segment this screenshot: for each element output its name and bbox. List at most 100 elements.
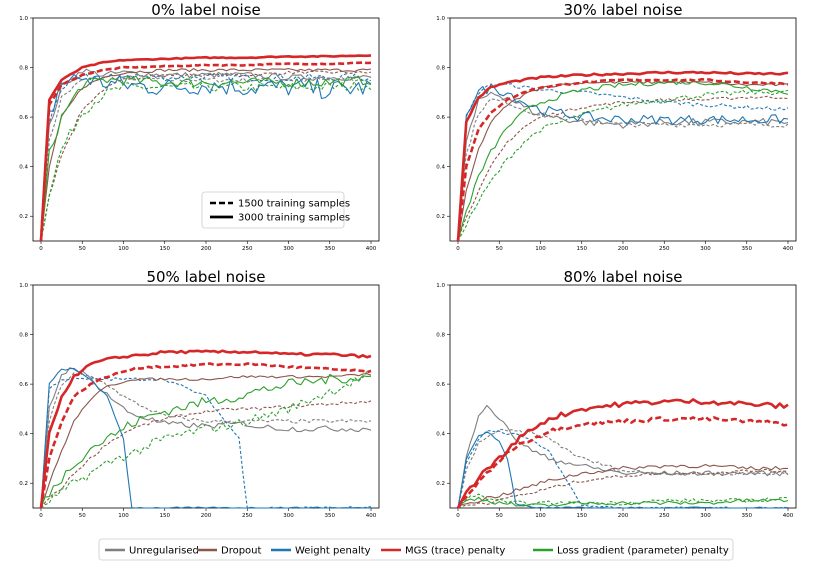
legend-item-dropout: Dropout bbox=[197, 546, 262, 557]
series-mgs-trace-penalty-solid bbox=[39, 349, 372, 509]
x-tick-label: 300 bbox=[283, 246, 294, 252]
samples-legend-box bbox=[201, 191, 345, 229]
x-tick-label: 350 bbox=[742, 513, 753, 519]
x-tick-label: 0 bbox=[456, 513, 460, 519]
panel-title: 0% label noise bbox=[151, 1, 261, 19]
x-tick-label: 300 bbox=[700, 246, 711, 252]
panel-80-label-noise: 80% label noise 0 50 100 150 200 250 300 350 400… bbox=[436, 268, 797, 519]
series-mgs-trace-penalty-solid bbox=[456, 398, 789, 509]
plot-frame bbox=[32, 284, 380, 509]
x-tick-label: 350 bbox=[742, 246, 753, 252]
legend-label: Weight penalty bbox=[295, 546, 371, 557]
x-tick-label: 400 bbox=[366, 246, 377, 252]
x-tick-label: 300 bbox=[283, 513, 294, 519]
series-mgs-trace-penalty-solid bbox=[39, 54, 372, 242]
y-tick-label: 0.2 bbox=[19, 214, 28, 220]
series-dropout-dashed bbox=[40, 70, 372, 242]
method-legend: Unregularised Dropout Weight penalty MGS… bbox=[98, 538, 734, 561]
series-weight-penalty-dashed bbox=[457, 83, 789, 242]
legend-label: Dropout bbox=[221, 546, 262, 557]
x-tick-label: 50 bbox=[79, 246, 86, 252]
series-dropout-solid bbox=[40, 68, 372, 242]
legend-label: Loss gradient (parameter) penalty bbox=[557, 546, 729, 557]
x-tick-label: 250 bbox=[242, 513, 253, 519]
plot-area: 0 50 100 150 200 250 300 350 400 0.2 0.4 0.6 0.8 1.0 bbox=[436, 16, 793, 252]
series-mgs-trace-penalty-dashed bbox=[456, 78, 789, 242]
series-unregularised-solid bbox=[40, 367, 372, 509]
legend-item-mgs-penalty: MGS (trace) penalty bbox=[381, 546, 505, 557]
series-loss-gradient-parameter-penalty-dashed bbox=[457, 493, 789, 509]
plot-area: 0 50 100 150 200 250 300 350 400 0.2 0.4 0.6 0.8 1.0 bbox=[436, 283, 793, 519]
series-dropout-solid bbox=[457, 463, 788, 509]
y-tick-label: 0.8 bbox=[436, 333, 445, 339]
y-tick-label: 0.8 bbox=[436, 66, 445, 72]
x-tick-label: 200 bbox=[618, 513, 629, 519]
x-tick-label: 150 bbox=[577, 246, 588, 252]
x-tick-label: 100 bbox=[535, 246, 546, 252]
series-loss-gradient-parameter-penalty-solid bbox=[40, 75, 372, 242]
x-tick-label: 200 bbox=[201, 513, 212, 519]
series-unregularised-solid bbox=[457, 91, 789, 242]
legend-label: Unregularised bbox=[129, 546, 199, 557]
legend-item-loss-gradient-penalty: Loss gradient (parameter) penalty bbox=[533, 546, 729, 557]
x-tick-label: 350 bbox=[325, 513, 336, 519]
x-tick-label: 150 bbox=[577, 513, 588, 519]
series-mgs-trace-penalty-dashed bbox=[39, 362, 372, 509]
y-tick-label: 0.6 bbox=[19, 115, 28, 121]
x-tick-label: 300 bbox=[700, 513, 711, 519]
x-tick-label: 350 bbox=[325, 246, 336, 252]
legend-item-unregularised: Unregularised bbox=[105, 546, 199, 557]
series-loss-gradient-parameter-penalty-solid bbox=[40, 373, 372, 509]
panel-50-label-noise: 50% label noise 0 50 100 150 200 250 300 350 400… bbox=[19, 268, 380, 519]
series-unregularised-dashed bbox=[40, 372, 372, 509]
x-tick-label: 250 bbox=[659, 246, 670, 252]
y-tick-label: 1.0 bbox=[436, 283, 445, 289]
series-loss-gradient-parameter-penalty-dashed bbox=[40, 369, 372, 509]
y-tick-label: 0.6 bbox=[436, 115, 445, 121]
x-tick-label: 400 bbox=[783, 513, 794, 519]
y-tick-label: 1.0 bbox=[436, 16, 445, 22]
x-tick-label: 400 bbox=[366, 513, 377, 519]
x-tick-label: 0 bbox=[456, 246, 460, 252]
x-tick-label: 100 bbox=[118, 246, 129, 252]
y-tick-label: 0.4 bbox=[19, 432, 28, 438]
series-loss-gradient-parameter-penalty-solid bbox=[457, 80, 789, 242]
x-tick-label: 100 bbox=[535, 513, 546, 519]
x-tick-label: 150 bbox=[160, 513, 171, 519]
x-tick-label: 100 bbox=[118, 513, 129, 519]
panel-30-label-noise: 30% label noise 0 50 100 150 200 250 300 350 400… bbox=[436, 1, 797, 252]
x-tick-label: 50 bbox=[496, 246, 503, 252]
x-tick-label: 200 bbox=[201, 246, 212, 252]
y-tick-label: 0.2 bbox=[436, 214, 445, 220]
samples-legend: 1500 training samples 3000 training samp… bbox=[201, 191, 350, 229]
series-dropout-solid bbox=[457, 80, 789, 242]
plot-area: 0 50 100 150 200 250 300 350 400 0.2 0.4 0.6 0.8 1.0 bbox=[19, 283, 376, 519]
y-tick-label: 0.6 bbox=[436, 382, 445, 388]
x-tick-label: 50 bbox=[79, 513, 86, 519]
y-tick-label: 1.0 bbox=[19, 16, 28, 22]
panel-0-label-noise: 0% label noise 0 50 100 150 200 250 300 350 4000… bbox=[19, 1, 380, 252]
series-unregularised-dashed bbox=[457, 428, 789, 509]
series-mgs-trace-penalty-dashed bbox=[456, 415, 789, 509]
plot-frame bbox=[449, 17, 797, 242]
panel-title: 30% label noise bbox=[563, 1, 682, 19]
y-tick-label: 0.2 bbox=[19, 481, 28, 487]
solid-legend-label: 3000 training samples bbox=[238, 213, 350, 224]
y-tick-label: 0.2 bbox=[436, 481, 445, 487]
plot-area: 0 50 100 150 200 250 300 350 400 0.2 0.4 0.6 0.8 1.0 bbox=[19, 16, 376, 252]
method-legend-box bbox=[98, 538, 734, 561]
series-unregularised-solid bbox=[457, 404, 789, 509]
x-tick-label: 250 bbox=[659, 513, 670, 519]
series-dropout-dashed bbox=[457, 95, 789, 242]
series-dropout-dashed bbox=[457, 468, 789, 509]
y-tick-label: 0.8 bbox=[19, 66, 28, 72]
y-tick-label: 0.4 bbox=[19, 165, 28, 171]
y-tick-label: 0.4 bbox=[436, 432, 445, 438]
series-weight-penalty-dashed bbox=[457, 430, 789, 509]
series-mgs-trace-penalty-solid bbox=[456, 70, 789, 242]
series-dropout-dashed bbox=[40, 400, 372, 509]
panel-title: 50% label noise bbox=[146, 268, 265, 286]
dashed-legend-label: 1500 training samples bbox=[238, 199, 350, 210]
series-weight-penalty-solid bbox=[40, 73, 372, 242]
